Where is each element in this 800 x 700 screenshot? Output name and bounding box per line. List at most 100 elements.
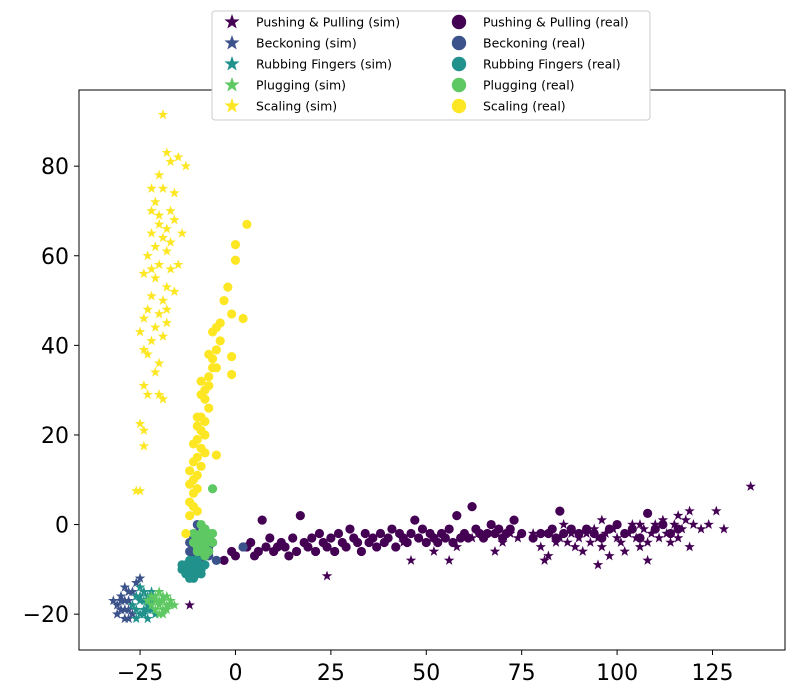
data-point-star — [650, 519, 661, 530]
data-point-star — [153, 169, 165, 180]
data-point-star — [165, 236, 176, 247]
data-point-star — [150, 241, 161, 252]
data-point-circle — [463, 533, 473, 543]
series-4 — [131, 109, 192, 496]
data-point-circle — [643, 508, 653, 518]
legend-circle-marker — [451, 14, 467, 30]
data-point-star — [646, 528, 657, 538]
data-point-star — [108, 595, 119, 606]
data-point-circle — [597, 533, 607, 543]
data-point-circle — [665, 528, 676, 539]
data-point-circle — [223, 282, 233, 292]
data-point-star — [669, 519, 680, 530]
data-point-star — [142, 250, 153, 261]
data-point-star — [157, 608, 169, 619]
data-point-star — [172, 151, 184, 162]
data-point-circle — [330, 546, 340, 557]
data-point-circle — [230, 255, 241, 265]
data-point-circle — [360, 528, 370, 539]
data-point-circle — [181, 528, 191, 539]
data-point-circle — [265, 533, 275, 543]
data-point-star — [588, 523, 600, 534]
data-point-star — [150, 604, 161, 615]
legend-label: Rubbing Fingers (real) — [483, 57, 621, 72]
data-point-star — [138, 586, 150, 597]
data-point-circle — [417, 524, 428, 534]
legend-label: Pushing & Pulling (sim) — [256, 15, 400, 30]
data-point-star — [535, 541, 546, 552]
legend-star-marker — [224, 14, 240, 29]
data-point-star — [562, 536, 573, 547]
data-point-star — [138, 608, 150, 619]
data-point-circle — [196, 528, 206, 539]
data-point-star — [142, 595, 153, 606]
data-point-star — [161, 304, 172, 314]
data-point-star — [718, 523, 730, 534]
data-point-circle — [284, 551, 294, 561]
data-point-star — [619, 545, 630, 556]
data-point-circle — [326, 533, 336, 543]
data-point-circle — [658, 519, 668, 530]
data-point-star — [585, 536, 596, 547]
data-point-star — [711, 505, 722, 516]
data-point-star — [157, 183, 169, 194]
data-point-circle — [204, 372, 214, 382]
data-point-circle — [238, 542, 248, 552]
data-point-circle — [314, 528, 325, 539]
data-point-star — [684, 541, 695, 552]
data-point-star — [146, 590, 157, 601]
data-point-star — [138, 268, 150, 279]
data-point-star — [153, 389, 165, 400]
legend-circle-marker — [451, 98, 467, 114]
data-point-star — [169, 187, 180, 198]
data-point-star — [123, 595, 134, 606]
data-point-circle — [387, 524, 397, 534]
legend-star-marker — [224, 56, 240, 71]
data-point-star — [134, 608, 146, 619]
data-point-star — [634, 541, 646, 552]
data-point-circle — [295, 510, 305, 521]
data-point-circle — [207, 363, 218, 373]
data-point-circle — [536, 528, 546, 539]
x-tick-label: 25 — [317, 661, 345, 686]
data-point-circle — [207, 484, 218, 494]
data-point-circle — [185, 573, 195, 583]
data-point-star — [134, 572, 146, 583]
data-point-star — [127, 586, 138, 597]
data-point-star — [146, 183, 157, 194]
data-point-circle — [410, 515, 420, 525]
data-point-circle — [303, 542, 313, 552]
data-point-circle — [185, 466, 195, 476]
data-point-star — [153, 218, 165, 229]
data-point-circle — [341, 542, 351, 552]
data-point-star — [131, 604, 142, 615]
data-point-circle — [204, 403, 214, 413]
data-point-star — [638, 523, 650, 534]
data-point-star — [146, 227, 157, 238]
data-point-star — [111, 599, 123, 610]
data-point-star — [115, 604, 127, 615]
data-point-star — [157, 232, 169, 243]
data-point-star — [119, 581, 131, 592]
data-point-circle — [200, 448, 210, 458]
data-point-circle — [528, 533, 538, 543]
data-point-star — [665, 536, 676, 547]
data-point-star — [184, 599, 195, 610]
data-point-star — [150, 590, 161, 601]
data-point-circle — [196, 461, 206, 471]
data-point-star — [165, 599, 176, 610]
data-point-star — [142, 348, 153, 359]
data-point-circle — [196, 519, 206, 530]
data-point-circle — [200, 560, 210, 570]
data-point-star — [443, 554, 455, 565]
data-point-star — [161, 599, 172, 610]
data-point-star — [127, 608, 138, 619]
data-point-star — [527, 528, 539, 538]
data-point-circle — [345, 524, 355, 534]
data-point-star — [157, 604, 169, 615]
data-point-star — [150, 196, 161, 207]
data-point-circle — [185, 546, 195, 557]
data-point-circle — [494, 524, 504, 534]
data-point-circle — [192, 412, 202, 422]
data-point-star — [146, 263, 157, 274]
